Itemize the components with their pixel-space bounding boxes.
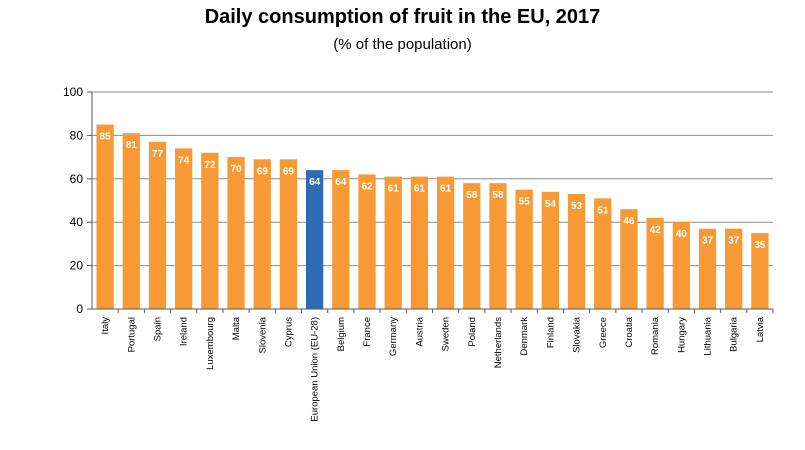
bar (227, 157, 245, 309)
bar (436, 176, 455, 309)
x-tick-label: Denmark (519, 317, 530, 356)
bar (201, 152, 219, 309)
bar-value-label: 58 (466, 190, 478, 201)
bar (594, 198, 612, 309)
x-tick-label: Belgium (336, 317, 347, 351)
bar (515, 189, 533, 309)
x-tick-label: Romania (650, 316, 661, 355)
x-tick-label: Lithuania (703, 316, 714, 355)
bar (358, 174, 376, 309)
bar (410, 176, 429, 309)
bar (541, 191, 560, 309)
bar (253, 159, 271, 309)
bar-value-label: 77 (152, 149, 164, 160)
bar (279, 159, 298, 309)
bar-value-label: 69 (283, 166, 295, 177)
bar-value-label: 61 (388, 184, 400, 195)
bar (646, 217, 664, 309)
bar-value-label: 55 (519, 197, 531, 208)
bar-value-label: 81 (126, 140, 138, 151)
bar-value-label: 69 (257, 166, 269, 177)
bar (148, 141, 167, 309)
bar-value-label: 58 (492, 190, 504, 201)
bar-value-label: 35 (754, 240, 766, 251)
y-tick-label: 40 (70, 215, 84, 229)
bar-value-label: 37 (728, 236, 740, 247)
bar (672, 222, 690, 309)
bar-value-label: 51 (597, 205, 609, 216)
y-tick-label: 60 (70, 172, 84, 186)
x-tick-label: Bulgaria (729, 316, 740, 352)
x-tick-label: Poland (467, 317, 478, 347)
x-tick-label: Hungary (676, 317, 687, 353)
x-tick-label: Luxembourg (205, 317, 216, 370)
bar (698, 228, 717, 309)
x-tick-label: Slovakia (572, 316, 583, 353)
bar (620, 209, 638, 309)
x-tick-label: Greece (598, 317, 609, 348)
x-tick-label: Austria (414, 316, 425, 346)
x-tick-label: Cyprus (283, 317, 294, 347)
bar (175, 148, 193, 309)
x-tick-label: Croatia (624, 316, 635, 347)
bar (384, 176, 402, 309)
bar-value-label: 40 (676, 229, 688, 240)
bar-value-label: 42 (650, 225, 662, 236)
chart-subtitle: (% of the population) (333, 36, 472, 53)
bar-value-label: 70 (230, 164, 242, 175)
y-axis: 0 20 40 60 80 100 (63, 85, 93, 316)
x-tick-label: Sweden (441, 317, 452, 351)
x-tick-label: Spain (152, 317, 163, 341)
chart-title: Daily consumption of fruit in the EU, 20… (204, 6, 601, 28)
bar-value-label: 62 (361, 181, 373, 192)
x-tick-label: Malta (231, 316, 242, 340)
bar-value-label: 53 (571, 201, 583, 212)
bar (332, 170, 350, 309)
y-tick-label: 0 (76, 302, 83, 316)
x-tick-label: Netherlands (493, 317, 504, 368)
x-tick-label: European Union (EU-28) (310, 317, 321, 422)
bar-value-label: 54 (545, 199, 557, 210)
x-tick-label: Ireland (179, 317, 190, 346)
bar (122, 133, 140, 309)
bar-value-label: 61 (414, 184, 426, 195)
bar-value-label: 74 (178, 155, 190, 166)
y-tick-label: 80 (70, 128, 84, 142)
bar (725, 228, 743, 309)
x-tick-label: Italy (100, 317, 111, 335)
bars: 85 81 77 74 72 70 69 69 64 64 62 61 61 61 58 58 55 54 53 51… (96, 124, 769, 309)
x-tick-label: Portugal (126, 317, 137, 352)
bar-value-label: 61 (440, 184, 452, 195)
bar (463, 183, 481, 309)
bar (305, 170, 324, 309)
bar-value-label: 64 (309, 177, 321, 188)
x-tick-label: Finland (545, 317, 556, 348)
bar (567, 193, 586, 309)
bar (751, 233, 769, 309)
y-tick-label: 20 (70, 259, 84, 273)
x-axis: Italy Portugal Spain Ireland Luxembourg Malta… (92, 308, 774, 422)
bar-value-label: 64 (335, 177, 347, 188)
bar-value-label: 85 (100, 132, 112, 143)
bar-value-label: 46 (623, 216, 635, 227)
x-tick-label: Latvia (755, 316, 766, 342)
x-tick-label: Germany (388, 317, 399, 356)
gridlines (92, 91, 773, 267)
x-tick-label: Slovenia (257, 316, 268, 353)
y-tick-label: 100 (63, 85, 83, 99)
x-tick-label: France (362, 317, 373, 347)
bar (96, 124, 114, 309)
bar-value-label: 72 (204, 160, 216, 171)
bar (489, 183, 507, 309)
bar-value-label: 37 (702, 236, 714, 247)
